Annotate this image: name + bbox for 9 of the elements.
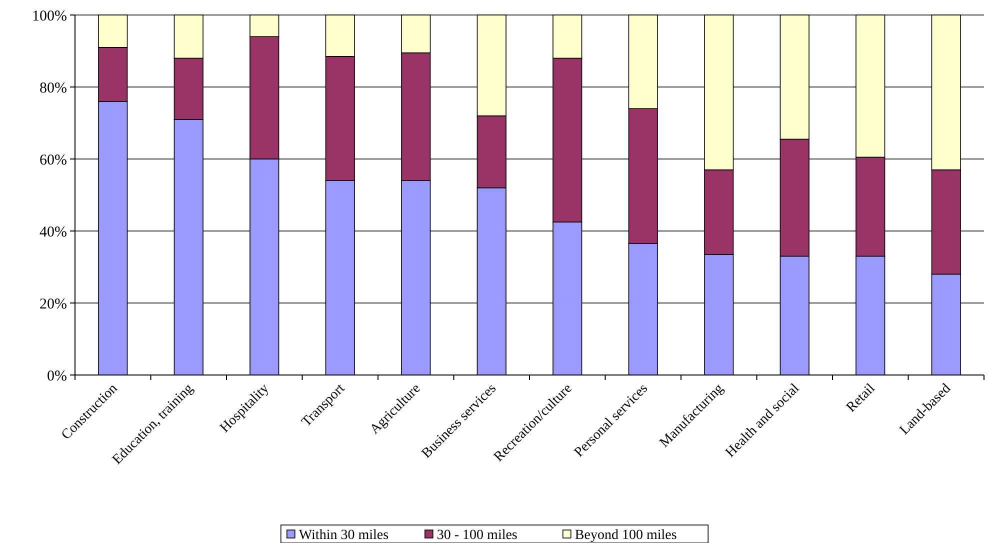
- y-tick-label: 20%: [40, 296, 67, 312]
- y-tick-label: 0%: [47, 368, 67, 384]
- y-tick-label: 80%: [40, 80, 67, 96]
- y-tick-label: 100%: [32, 8, 67, 24]
- legend-label: Within 30 miles: [298, 528, 389, 543]
- legend-label: 30 - 100 miles: [436, 528, 518, 543]
- legend-label: Beyond 100 miles: [574, 528, 677, 543]
- y-tick-label: 40%: [40, 224, 67, 240]
- y-tick-label: 60%: [40, 152, 67, 168]
